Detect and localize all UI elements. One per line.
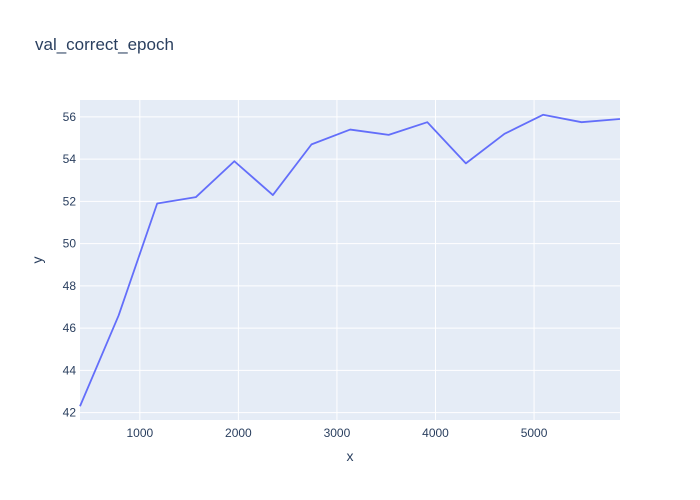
chart-title: val_correct_epoch — [35, 35, 174, 54]
x-tick-label: 4000 — [422, 426, 449, 440]
series-layer — [79, 113, 621, 407]
y-tick-label: 46 — [63, 321, 77, 335]
x-tick-label: 3000 — [324, 426, 351, 440]
x-axis-ticks: 1000 2000 3000 4000 5000 — [126, 426, 547, 440]
y-tick-label: 50 — [63, 237, 77, 251]
series-line — [79, 113, 621, 407]
x-tick-label: 5000 — [521, 426, 548, 440]
x-tick-label: 1000 — [126, 426, 153, 440]
y-axis-label: y — [29, 257, 45, 264]
x-tick-label: 2000 — [225, 426, 252, 440]
x-axis-label: x — [347, 448, 354, 464]
y-tick-label: 52 — [63, 194, 77, 208]
y-tick-label: 44 — [63, 363, 77, 377]
y-tick-label: 42 — [63, 406, 77, 420]
y-axis-ticks: 42 44 46 48 50 52 54 56 — [63, 110, 77, 420]
grid — [80, 100, 620, 420]
y-tick-label: 48 — [63, 279, 77, 293]
y-tick-label: 56 — [63, 110, 77, 124]
plot-area — [80, 100, 620, 420]
y-tick-label: 54 — [63, 152, 77, 166]
